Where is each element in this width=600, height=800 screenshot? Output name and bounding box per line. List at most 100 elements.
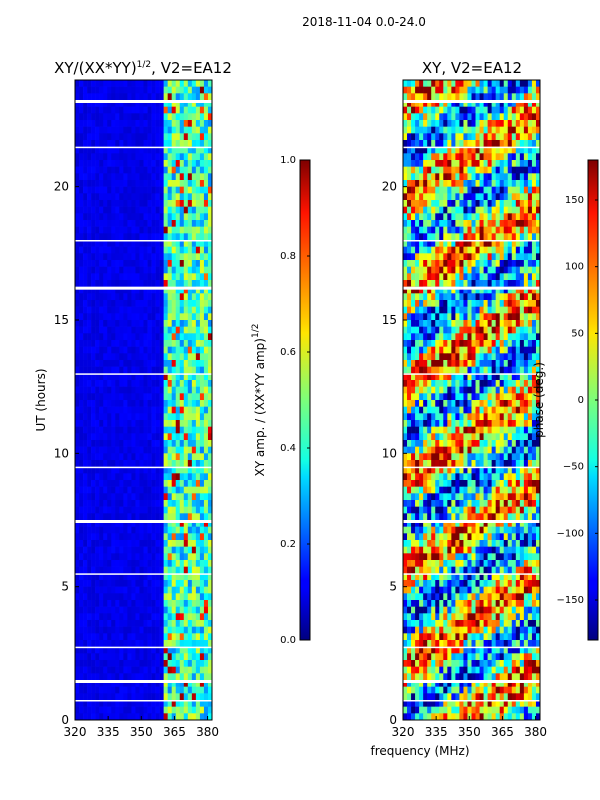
heat-cell <box>191 673 197 681</box>
heat-cell <box>195 400 201 407</box>
heat-cell <box>519 93 525 101</box>
heat-cell <box>423 106 428 114</box>
heat-cell <box>119 493 124 501</box>
heat-cell <box>455 220 460 227</box>
heat-cell <box>151 533 156 541</box>
heat-cell <box>207 406 213 414</box>
heat-cell <box>411 386 416 394</box>
heat-cell <box>99 586 104 594</box>
heat-cell <box>167 340 173 347</box>
heat-cell <box>103 473 108 481</box>
heat-cell <box>195 246 201 254</box>
heat-cell <box>95 533 100 541</box>
heat-cell <box>111 626 116 634</box>
heat-cell <box>535 280 541 287</box>
heat-cell <box>123 500 128 507</box>
heat-cell <box>159 306 164 314</box>
heat-cell <box>127 246 132 254</box>
heat-cell <box>523 233 529 241</box>
heat-cell <box>123 466 128 474</box>
heat-cell <box>135 406 140 414</box>
heat-cell <box>199 666 205 674</box>
heat-cell <box>131 653 136 661</box>
heat-cell <box>163 693 168 701</box>
heat-cell <box>467 260 472 267</box>
heat-cell <box>139 100 144 107</box>
heat-cell <box>207 260 213 267</box>
heat-cell <box>79 626 84 634</box>
heat-cell <box>187 486 193 494</box>
heat-cell <box>407 100 412 107</box>
heat-cell <box>183 706 189 714</box>
heat-cell <box>199 540 205 547</box>
heat-cell <box>419 406 424 414</box>
heat-cell <box>191 646 197 654</box>
heat-cell <box>167 240 173 247</box>
heat-cell <box>191 233 197 241</box>
heat-cell <box>159 293 164 301</box>
heat-cell <box>407 286 412 294</box>
heat-cell <box>487 220 492 227</box>
heat-cell <box>187 520 193 527</box>
heat-cell <box>463 113 468 121</box>
heat-cell <box>123 693 128 701</box>
heat-cell <box>179 706 185 714</box>
heat-cell <box>179 426 185 434</box>
heat-cell <box>83 620 88 627</box>
heat-cell <box>515 333 521 341</box>
heat-cell <box>483 80 488 87</box>
heat-cell <box>103 120 108 127</box>
heat-cell <box>423 126 428 134</box>
heat-cell <box>471 293 476 301</box>
heat-cell <box>527 313 533 321</box>
heat-cell <box>407 93 412 101</box>
heat-cell <box>479 226 484 234</box>
heat-cell <box>79 153 84 161</box>
heat-cell <box>143 293 148 301</box>
heat-cell <box>139 213 144 221</box>
heat-cell <box>75 613 80 621</box>
heat-cell <box>451 153 456 161</box>
heat-cell <box>431 380 436 387</box>
heat-cell <box>143 306 148 314</box>
heat-cell <box>179 400 185 407</box>
heat-cell <box>111 686 116 694</box>
heat-cell <box>471 186 476 194</box>
heat-cell <box>167 533 173 541</box>
heat-cell <box>175 200 181 207</box>
heat-cell <box>95 240 100 247</box>
heat-cell <box>531 286 537 294</box>
heat-cell <box>163 480 168 487</box>
heat-cell <box>175 460 181 467</box>
heat-cell <box>95 713 100 721</box>
heat-cell <box>491 293 496 301</box>
heat-cell <box>183 506 189 514</box>
heat-cell <box>451 333 456 341</box>
heat-cell <box>515 360 521 367</box>
heat-cell <box>443 133 448 141</box>
heat-cell <box>119 606 124 614</box>
heat-cell <box>83 613 88 621</box>
heat-cell <box>99 326 104 334</box>
heat-cell <box>95 86 100 94</box>
heat-cell <box>79 106 84 114</box>
heat-cell <box>83 366 88 374</box>
heat-cell <box>83 633 88 641</box>
heat-cell <box>519 253 525 261</box>
heat-cell <box>91 180 96 187</box>
heat-cell <box>183 633 189 641</box>
heat-cell <box>467 126 472 134</box>
heat-cell <box>171 546 177 554</box>
heat-cell <box>179 333 185 341</box>
heat-cell <box>171 320 177 327</box>
heat-cell <box>131 453 136 461</box>
heat-cell <box>523 286 529 294</box>
heat-cell <box>135 593 140 601</box>
heat-cell <box>459 93 464 101</box>
heat-cell <box>531 340 537 347</box>
heat-cell <box>79 206 84 214</box>
heat-cell <box>99 420 104 427</box>
heat-cell <box>143 260 148 267</box>
heat-cell <box>87 686 92 694</box>
heat-cell <box>151 453 156 461</box>
